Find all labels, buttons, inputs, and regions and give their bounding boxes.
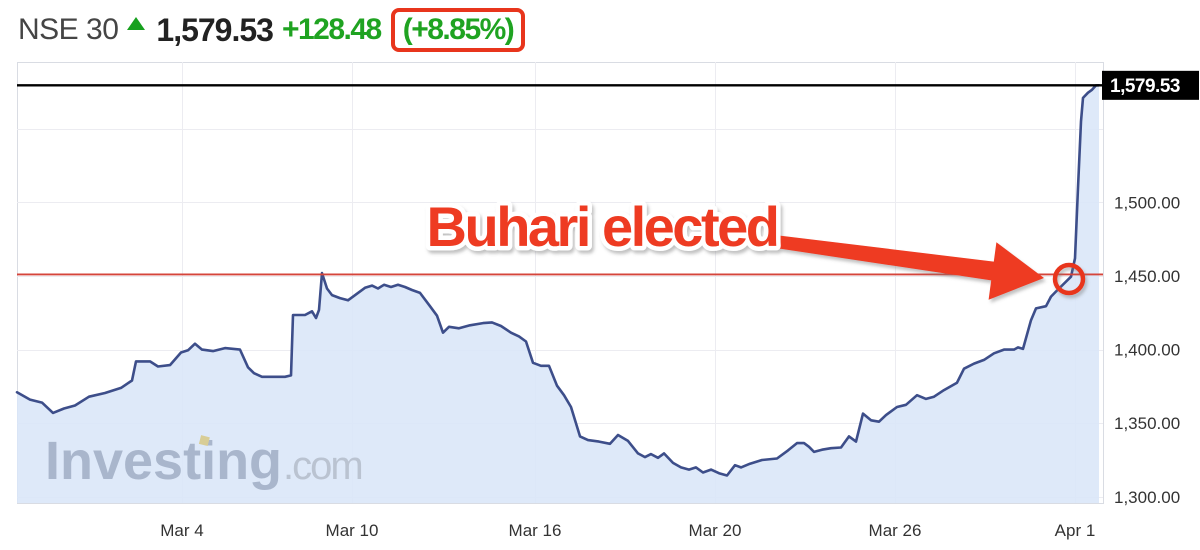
watermark-i-dot xyxy=(198,435,210,447)
price-line xyxy=(15,84,1101,477)
up-triangle-icon xyxy=(127,16,146,30)
annotation-circle xyxy=(1052,262,1086,296)
y-axis-label: 1,300.00 xyxy=(1114,488,1180,507)
last-price-tag xyxy=(1102,70,1199,100)
watermark-suffix-text: .com xyxy=(283,444,362,488)
y-axis-label: 1,350.00 xyxy=(1114,414,1180,433)
annotation-text: Buhari elected xyxy=(427,195,778,258)
annotation-arrow-icon xyxy=(778,235,1044,300)
percent-change-highlight-box: (+8.85%) xyxy=(390,8,526,52)
price-change: +128.48 xyxy=(281,13,382,46)
plot-border xyxy=(17,62,1104,504)
y-axis-label: 1,500.00 xyxy=(1114,193,1180,212)
last-price-tag-label: 1,579.53 xyxy=(1110,76,1180,97)
quote-header: NSE 30 1,579.53 +128.48 (+8.85%) xyxy=(18,6,526,54)
y-axis-label: 1,400.00 xyxy=(1114,341,1180,360)
watermark-main-text: Investing xyxy=(45,431,282,491)
symbol-name: NSE 30 xyxy=(18,13,119,46)
x-axis-label: Mar 26 xyxy=(869,521,922,540)
annotation-group: Buhari elected xyxy=(422,191,1086,300)
investing-watermark: Investing .com xyxy=(45,431,364,491)
x-axis-label: Mar 4 xyxy=(160,521,203,540)
x-axis-label: Mar 10 xyxy=(326,521,379,540)
x-axis-label: Mar 20 xyxy=(689,521,742,540)
last-price: 1,579.53 xyxy=(156,11,274,48)
y-axis-label: 1,450.00 xyxy=(1114,267,1180,286)
x-axis-label: Mar 16 xyxy=(509,521,562,540)
x-axis-label: Apr 1 xyxy=(1055,521,1096,540)
percent-change: (+8.85%) xyxy=(402,13,515,46)
price-area-fill xyxy=(17,85,1099,504)
